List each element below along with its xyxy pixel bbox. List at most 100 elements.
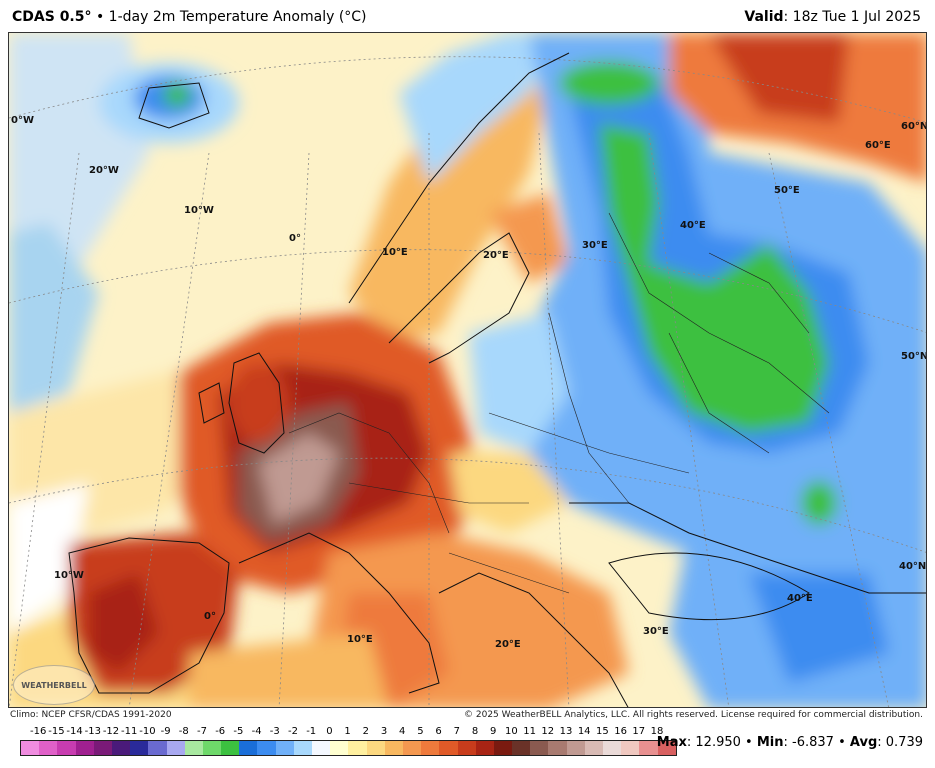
colorbar-tick-label: 5 (417, 726, 424, 737)
grid-label: 0° (289, 233, 301, 244)
weatherbell-logo: WEATHERBELL (13, 665, 95, 705)
colorbar-tick-label: 15 (596, 726, 609, 737)
colorbar-swatch (184, 741, 203, 755)
max-value: : 12.950 (686, 735, 741, 750)
colorbar-swatch (530, 741, 549, 755)
colorbar-swatch (512, 741, 531, 755)
colorbar-tick-label: -6 (215, 726, 226, 737)
stats-readout: Max: 12.950 • Min: -6.837 • Avg: 0.739 (657, 735, 923, 750)
colorbar-tick-label: 18 (650, 726, 664, 737)
grid-label: 60°N (901, 121, 927, 132)
colorbar-swatch (21, 741, 40, 755)
colorbar-swatch (111, 741, 131, 755)
product-name: 1-day 2m Temperature Anomaly (°C) (108, 9, 367, 25)
colorbar-swatch (221, 741, 240, 755)
colorbar-swatch (330, 741, 349, 755)
stats-sep: • (745, 735, 753, 750)
colorbar-swatch (93, 741, 112, 755)
colorbar-tick-label: 13 (559, 726, 573, 737)
colorbar-swatch (275, 741, 294, 755)
colorbar-swatch (421, 741, 440, 755)
colorbar-swatch (402, 741, 422, 755)
colorbar-tick-label: -11 (121, 726, 138, 737)
colorbar-swatch (475, 741, 494, 755)
colorbar-tick-label: -7 (197, 726, 207, 737)
colorbar-tick-label: -1 (306, 726, 317, 737)
colorbar-swatch (312, 741, 331, 755)
copyright-note: © 2025 WeatherBELL Analytics, LLC. All r… (464, 710, 923, 720)
min-label: Min (756, 735, 784, 750)
grid-label: 10°W (54, 570, 84, 581)
colorbar-tick-label: -8 (178, 726, 189, 737)
colorbar-tick-label: 1 (344, 726, 351, 737)
colorbar-tick-label: 7 (453, 726, 460, 737)
grid-label: 50°E (774, 185, 800, 196)
grid-label: 30°E (643, 626, 669, 637)
max-label: Max (656, 735, 687, 750)
colorbar-swatch (130, 741, 149, 755)
colorbar-swatch (603, 741, 622, 755)
graticule (9, 56, 926, 707)
colorbar-swatch (202, 741, 222, 755)
colorbar-swatch (384, 741, 403, 755)
colorbar-swatch (57, 741, 76, 755)
grid-label: 20°W (89, 165, 119, 176)
colorbar-swatch (439, 741, 458, 755)
grid-label: 40°E (787, 593, 813, 604)
valid-time: Valid: 18z Tue 1 Jul 2025 (744, 9, 921, 25)
colorbar-swatch (148, 741, 167, 755)
grid-label: 20°E (483, 250, 509, 261)
colorbar-tick-label: -2 (288, 726, 298, 737)
colorbar-swatch (584, 741, 603, 755)
colorbar-swatch (239, 741, 258, 755)
header-bar: CDAS 0.5° • 1-day 2m Temperature Anomaly… (0, 0, 935, 32)
colorbar-swatch (566, 741, 585, 755)
country-borders (288, 212, 830, 594)
colorbar-tick-label: 17 (632, 726, 646, 737)
colorbar-tick-label: -16 (30, 726, 47, 737)
colorbar-swatch (39, 741, 58, 755)
model-name: CDAS 0.5° (12, 9, 92, 25)
title-separator: • (95, 9, 105, 25)
climo-note: Climo: NCEP CFSR/CDAS 1991-2020 (10, 710, 172, 720)
colorbar-tick-label: 2 (362, 726, 369, 737)
colorbar-tick-label: 11 (523, 726, 536, 737)
colorbar-tick-label: 16 (614, 726, 627, 737)
grid-label: 40°E (680, 220, 706, 231)
colorbar-tick-label: 14 (577, 726, 591, 737)
grid-label: 20°E (495, 639, 521, 650)
colorbar-tick-label: -10 (139, 726, 156, 737)
valid-label: Valid (744, 9, 784, 25)
colorbar-tick-label: -12 (102, 726, 120, 737)
anomaly-map: 0°W 20°W 10°W 0° 10°E 20°E 30°E 40°E 50°… (8, 32, 927, 708)
avg-label: Avg (849, 735, 878, 750)
colorbar-tick-label: -4 (251, 726, 262, 737)
map-canvas (9, 33, 926, 707)
colorbar-swatch (257, 741, 276, 755)
grid-label: 30°E (582, 240, 608, 251)
grid-label: 60°E (865, 140, 891, 151)
anomaly-field (9, 33, 926, 707)
grid-label: 40°N (899, 561, 927, 572)
colorbar-swatch (639, 741, 658, 755)
colorbar-tick-label: 8 (471, 726, 479, 737)
colorbar-tick-label: 4 (399, 726, 406, 737)
colorbar-tick-label: 12 (541, 726, 555, 737)
colorbar-swatch (548, 741, 567, 755)
colorbar-swatch (166, 741, 185, 755)
grid-label: 0° (204, 611, 216, 622)
colorbar-swatch (493, 741, 513, 755)
grid-label: 50°N (901, 351, 927, 362)
colorbar-swatch (75, 741, 94, 755)
colorbar-tick-label: -14 (66, 726, 83, 737)
colorbar (20, 740, 677, 756)
grid-label: 10°E (382, 247, 408, 258)
colorbar-swatch (457, 741, 476, 755)
colorbar-tick-label: 0 (326, 726, 333, 737)
colorbar-swatch (657, 741, 676, 755)
grid-label: 10°W (184, 205, 214, 216)
colorbar-swatch (348, 741, 367, 755)
colorbar-tick-label: 3 (380, 726, 388, 737)
colorbar-tick-label: -9 (160, 726, 171, 737)
logo-text: WEATHERBELL (21, 680, 87, 690)
